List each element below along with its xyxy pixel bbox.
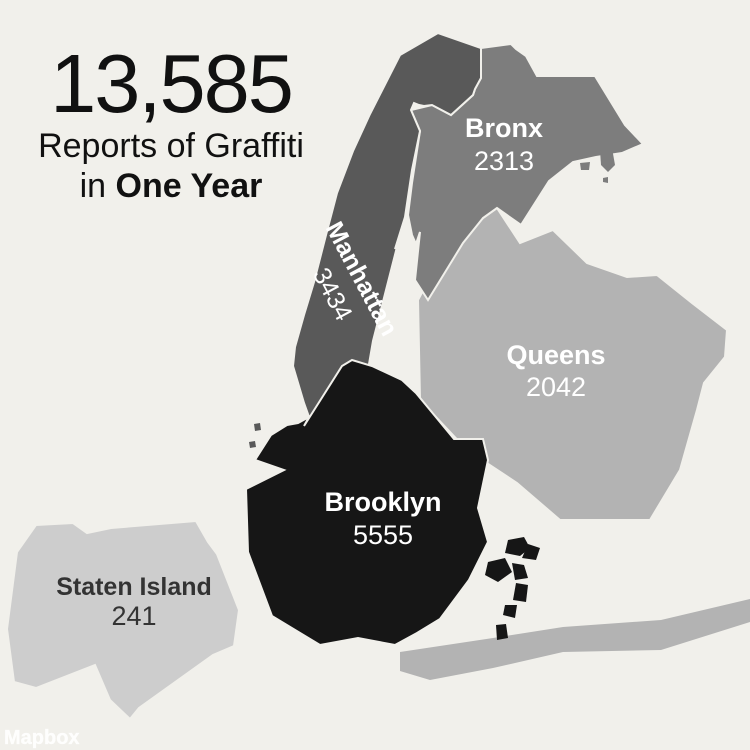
svg-text:Queens: Queens [506, 340, 605, 370]
svg-text:Staten Island: Staten Island [56, 573, 212, 601]
svg-text:241: 241 [111, 601, 156, 631]
svg-text:Mapbox: Mapbox [4, 727, 80, 749]
svg-text:2313: 2313 [474, 146, 534, 176]
svg-text:Brooklyn: Brooklyn [324, 487, 441, 517]
svg-text:2042: 2042 [526, 372, 586, 402]
svg-text:5555: 5555 [353, 520, 413, 550]
svg-text:Bronx: Bronx [465, 113, 543, 143]
